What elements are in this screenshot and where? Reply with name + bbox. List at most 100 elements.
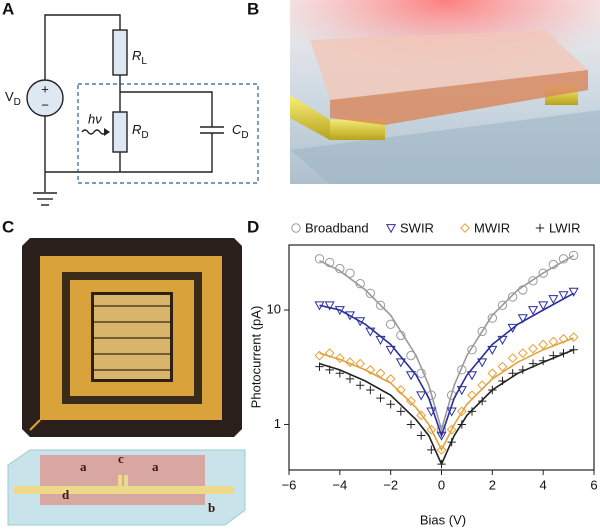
marker <box>487 368 498 379</box>
marker <box>324 348 335 359</box>
marker <box>406 420 416 429</box>
marker <box>538 268 548 278</box>
marker <box>355 317 366 327</box>
marker <box>538 339 549 350</box>
marker <box>314 254 325 264</box>
circuit: + − VD RL RD CD hν <box>5 14 259 206</box>
fit-line <box>319 337 574 452</box>
marker <box>460 223 470 233</box>
marker <box>527 306 539 316</box>
x-tick-label: −2 <box>383 477 398 492</box>
load-label: RL <box>132 48 147 66</box>
marker <box>517 348 528 359</box>
detector-label: RD <box>132 122 149 140</box>
marker <box>365 364 376 375</box>
marker <box>466 371 478 381</box>
panel-label: A <box>2 0 14 18</box>
legend-label: LWIR <box>549 220 581 235</box>
marker <box>334 353 345 364</box>
marker <box>517 314 528 324</box>
marker <box>507 292 518 302</box>
chip-photo: a c a d b <box>7 238 246 526</box>
panel-label: B <box>247 0 259 18</box>
marker <box>538 301 549 311</box>
fit-line <box>319 254 575 433</box>
marker <box>405 371 417 381</box>
marker <box>375 300 386 310</box>
marker <box>366 385 375 395</box>
plus: + <box>41 81 49 96</box>
fit-line <box>319 348 575 467</box>
marker <box>507 323 518 333</box>
marker <box>395 358 406 368</box>
chart: Bias (V) Photocurrent (pA) −6 −4 −2 0 2 4 6 1 10… <box>248 220 597 527</box>
marker <box>558 291 569 301</box>
device-label: b <box>208 500 215 515</box>
marker <box>456 386 467 396</box>
legend-label: SWIR <box>400 220 434 235</box>
marker <box>436 444 447 455</box>
x-tick-label: 4 <box>540 477 547 492</box>
device-label: d <box>62 487 70 502</box>
y-axis-label: Photocurrent (pA) <box>248 306 263 409</box>
marker <box>395 385 406 395</box>
device-render <box>290 0 600 184</box>
capacitor-label: CD <box>232 122 249 140</box>
source-label: VD <box>5 89 21 107</box>
fit-line <box>319 292 575 439</box>
marker <box>376 393 385 403</box>
marker <box>375 335 386 345</box>
marker <box>528 343 538 354</box>
marker <box>568 287 579 297</box>
marker <box>324 257 335 268</box>
marker <box>344 311 356 321</box>
marker <box>324 301 335 311</box>
marker <box>535 223 545 233</box>
marker <box>386 400 395 409</box>
panel-label: C <box>2 217 14 236</box>
marker <box>487 345 498 355</box>
light-label: hν <box>88 111 102 126</box>
marker <box>314 350 325 361</box>
marker <box>548 295 559 305</box>
marker <box>507 353 518 364</box>
marker <box>456 406 467 417</box>
marker <box>385 319 396 330</box>
x-tick-label: 0 <box>438 477 445 492</box>
marker <box>406 396 416 407</box>
x-axis-label: Bias (V) <box>420 512 466 527</box>
marker <box>497 361 508 372</box>
marker <box>291 223 301 233</box>
marker <box>427 445 436 455</box>
marker <box>497 300 508 310</box>
legend-label: Broadband <box>305 220 369 235</box>
marker <box>487 313 498 323</box>
marker <box>436 431 447 441</box>
marker <box>528 276 538 286</box>
marker <box>477 358 488 368</box>
x-tick-label: 2 <box>489 477 496 492</box>
marker <box>426 424 437 435</box>
device-label: c <box>118 451 124 466</box>
marker <box>416 410 427 421</box>
marker <box>416 431 426 440</box>
panel-label: D <box>247 217 259 236</box>
marker <box>568 250 579 261</box>
marker <box>365 288 376 299</box>
marker <box>396 407 406 416</box>
x-tick-label: −4 <box>332 477 347 492</box>
x-tick-label: 6 <box>590 477 597 492</box>
y-tick-label: 10 <box>267 301 281 316</box>
marker <box>345 374 355 384</box>
marker <box>345 268 355 278</box>
y-tick-label: 1 <box>274 416 281 431</box>
marker <box>497 335 508 345</box>
marker <box>416 391 427 401</box>
marker <box>558 333 569 344</box>
marker <box>345 357 355 368</box>
marker <box>568 332 579 343</box>
legend-label: MWIR <box>474 220 510 235</box>
x-tick-label: −6 <box>282 477 297 492</box>
marker <box>467 345 477 355</box>
